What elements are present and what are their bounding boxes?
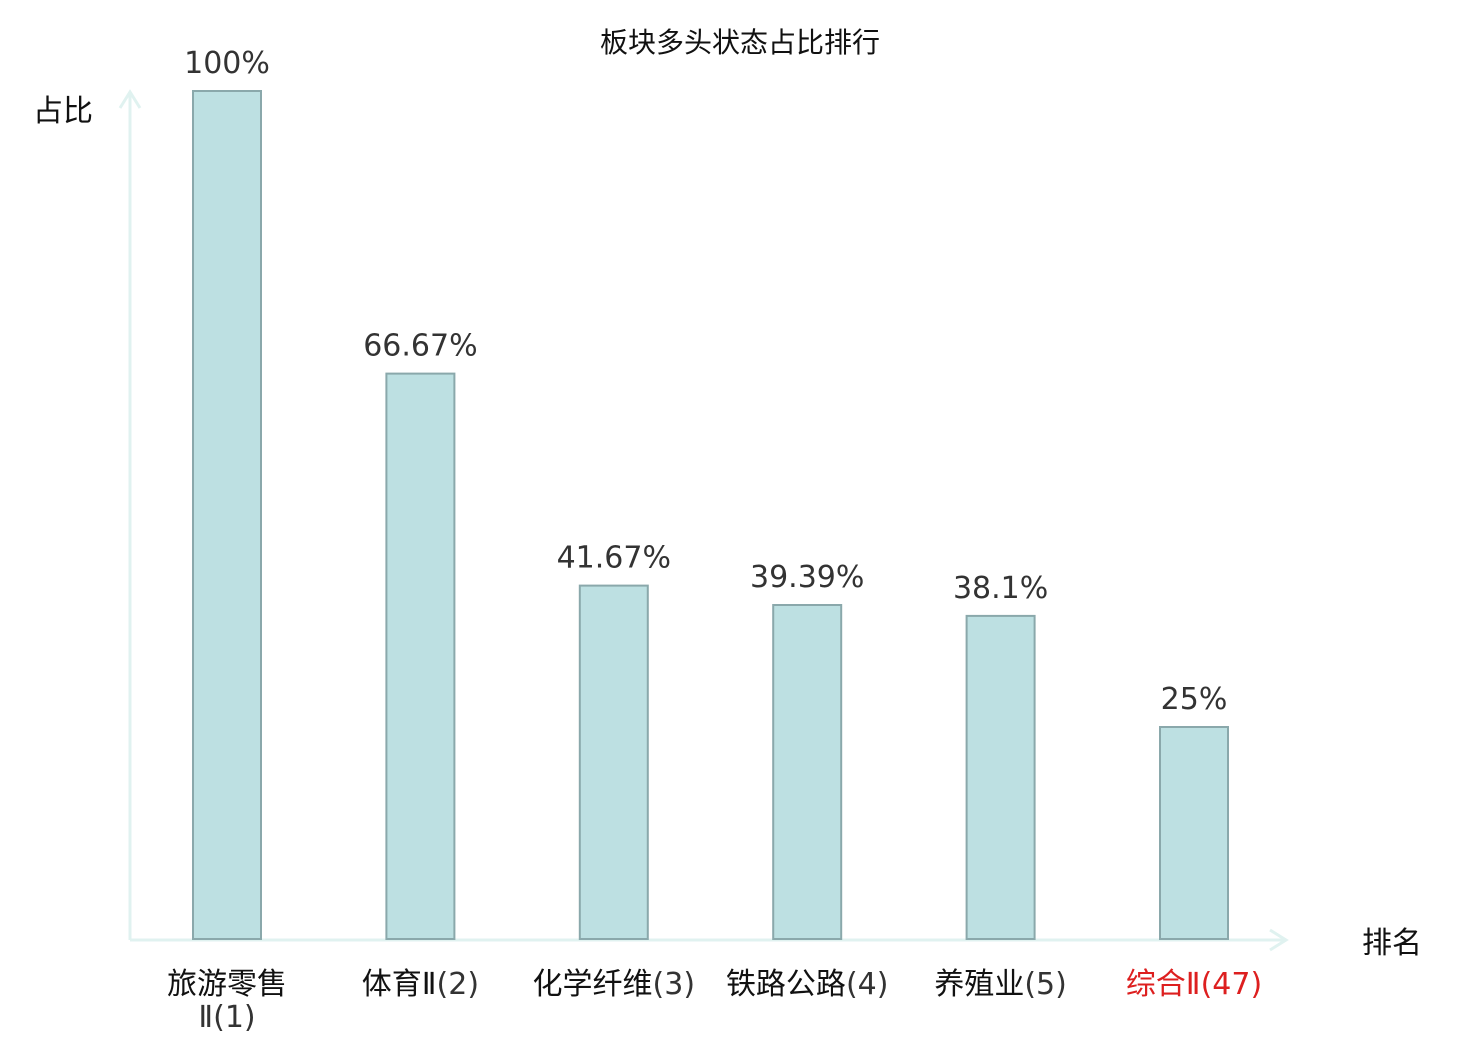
category-label: 化学纤维(3) [533,967,696,1002]
category-labels: 旅游零售 Ⅱ(1) 体育Ⅱ(2) 化学纤维(3) 铁路公路(4) 养殖业(5) 综合Ⅱ(47… [167,967,1262,1035]
category-name: 旅游零售 [167,967,287,1002]
bars [192,90,1229,941]
bar-value-label: 38.1% [953,571,1048,606]
category-label: 养殖业(5) [934,967,1067,1002]
category-rank: (5) [1024,967,1067,1002]
chart-title: 板块多头状态占比排行 [600,26,880,59]
category-name: 铁路公路 [726,967,846,1002]
bar [965,614,1036,941]
category-rank: (3) [653,967,696,1002]
category-rank: (47) [1201,967,1263,1002]
axes [118,89,1289,952]
category-rank: (1) [213,1000,256,1035]
category-name: 体育Ⅱ [362,967,437,1002]
bar-value-label: 66.67% [363,329,477,364]
category-label: 旅游零售 Ⅱ(1) [167,967,287,1035]
bar [578,584,649,940]
category-label: 综合Ⅱ(47) [1126,967,1262,1002]
category-rank: (2) [437,967,480,1002]
value-labels: 100% 66.67% 41.67% 39.39% 38.1% 25% [184,46,1227,717]
category-name: 养殖业 [934,967,1024,1002]
bar [385,372,456,941]
bar-value-label: 25% [1161,682,1228,717]
x-axis-label: 排名 [1362,926,1422,961]
bar [772,604,843,940]
bar-value-label: 39.39% [750,560,864,595]
bar [1159,726,1229,940]
y-axis-label: 占比 [33,94,93,129]
bar-value-label: 100% [184,46,270,81]
category-rank: (4) [846,967,889,1002]
category-name: 综合Ⅱ [1126,967,1201,1002]
category-name-line2: Ⅱ [198,1000,213,1035]
x-axis-arrow [1269,928,1289,952]
bar-value-label: 41.67% [557,541,671,576]
bar [192,90,262,940]
category-name: 化学纤维 [533,967,653,1002]
category-label: 体育Ⅱ(2) [362,967,479,1002]
y-axis-arrow [118,89,142,109]
category-label: 铁路公路(4) [726,967,889,1002]
